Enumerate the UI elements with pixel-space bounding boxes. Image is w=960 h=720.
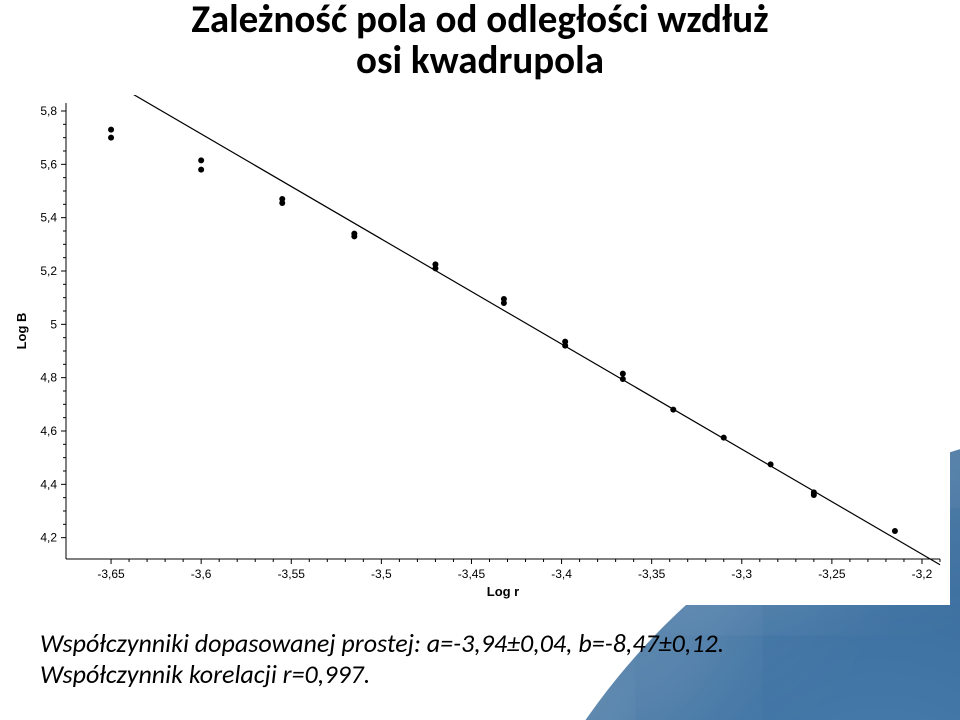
- svg-text:5,8: 5,8: [40, 104, 57, 118]
- svg-text:5,4: 5,4: [40, 211, 57, 225]
- title-line-1: Zależność pola od odległości wzdłuż: [14, 0, 946, 41]
- svg-text:Log r: Log r: [487, 584, 520, 599]
- slide-title: Zależność pola od odległości wzdłuż osi …: [14, 0, 946, 82]
- fit-line: [66, 95, 940, 565]
- data-point: [108, 135, 114, 141]
- svg-text:5,2: 5,2: [40, 264, 57, 278]
- data-point: [811, 492, 817, 498]
- svg-text:Log B: Log B: [14, 313, 29, 350]
- svg-text:-3,55: -3,55: [278, 567, 306, 581]
- data-point: [279, 200, 285, 206]
- data-point: [620, 376, 626, 382]
- svg-text:-3,2: -3,2: [912, 567, 933, 581]
- data-point: [620, 371, 626, 377]
- svg-text:-3,4: -3,4: [551, 567, 572, 581]
- svg-text:4,4: 4,4: [40, 477, 57, 491]
- svg-text:-3,35: -3,35: [638, 567, 666, 581]
- svg-text:4,6: 4,6: [40, 424, 57, 438]
- data-point: [108, 127, 114, 133]
- svg-text:-3,45: -3,45: [458, 567, 486, 581]
- svg-text:-3,6: -3,6: [191, 567, 212, 581]
- caption: Współczynniki dopasowanej prostej: a=-3,…: [40, 628, 840, 690]
- data-point: [198, 157, 204, 163]
- svg-text:-3,3: -3,3: [731, 567, 752, 581]
- title-line-2: osi kwadrupola: [14, 41, 946, 82]
- svg-text:4,8: 4,8: [40, 371, 57, 385]
- caption-line-2: Współczynnik korelacji r=0,997.: [40, 658, 370, 690]
- svg-text:-3,65: -3,65: [97, 567, 125, 581]
- data-point: [198, 167, 204, 173]
- caption-line-1: Współczynniki dopasowanej prostej: a=-3,…: [40, 627, 724, 659]
- data-point: [432, 265, 438, 271]
- data-point: [721, 435, 727, 441]
- svg-text:-3,25: -3,25: [818, 567, 846, 581]
- svg-text:5,6: 5,6: [40, 157, 57, 171]
- scatter-chart: -3,65 -3,6 -3,55 -3,5 -3,45 -3,4 -3,35 -3,3 -3,2…: [10, 95, 950, 605]
- data-point: [501, 296, 507, 302]
- svg-text:-3,5: -3,5: [371, 567, 392, 581]
- data-point: [670, 407, 676, 413]
- data-point: [768, 461, 774, 467]
- chart-svg: -3,65 -3,6 -3,55 -3,5 -3,45 -3,4 -3,35 -3,3 -3,2…: [10, 95, 950, 605]
- data-point: [892, 528, 898, 534]
- slide: Zależność pola od odległości wzdłuż osi …: [0, 0, 960, 720]
- svg-text:4,2: 4,2: [40, 531, 57, 545]
- data-point: [562, 343, 568, 349]
- data-point: [351, 233, 357, 239]
- svg-text:5: 5: [50, 317, 57, 331]
